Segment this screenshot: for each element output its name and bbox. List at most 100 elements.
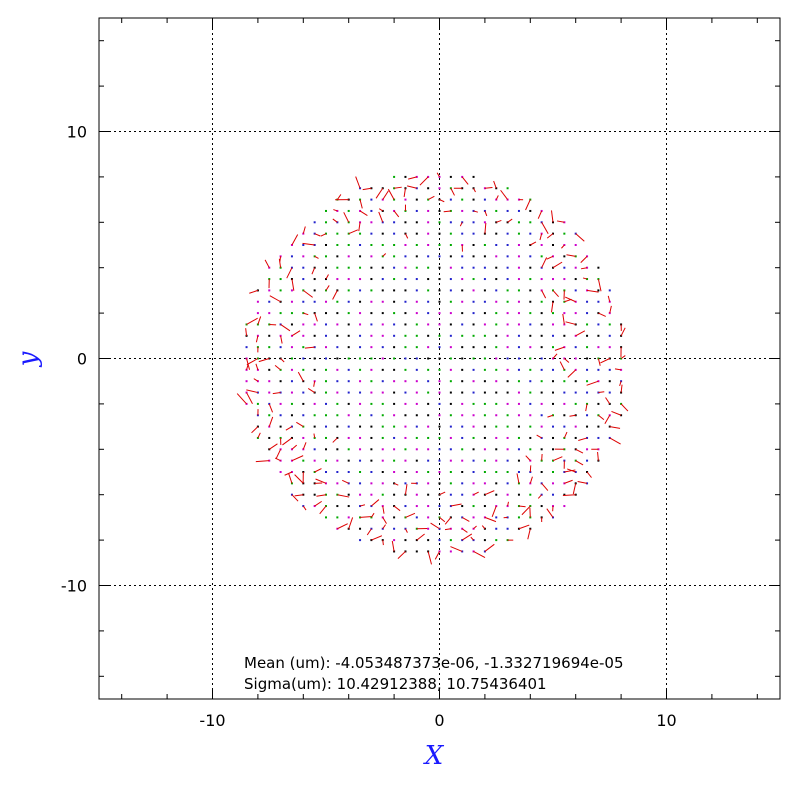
- field-vector: [607, 295, 611, 302]
- field-vector: [246, 389, 259, 394]
- field-marker: [517, 436, 520, 439]
- field-marker: [290, 346, 293, 349]
- field-marker: [495, 459, 498, 462]
- field-marker: [483, 221, 486, 224]
- field-marker: [404, 414, 407, 417]
- field-vector: [382, 190, 389, 200]
- field-marker: [336, 244, 339, 246]
- field-vector: [391, 540, 395, 552]
- field-marker: [574, 244, 577, 246]
- field-marker: [597, 266, 600, 269]
- field-marker: [472, 300, 475, 303]
- field-marker: [381, 368, 384, 371]
- field-marker: [540, 505, 543, 508]
- field-marker: [393, 175, 396, 178]
- field-marker: [461, 232, 464, 235]
- field-marker: [427, 312, 430, 315]
- field-marker: [336, 402, 339, 405]
- field-marker: [302, 368, 305, 371]
- field-vector: [359, 199, 363, 209]
- field-marker: [359, 357, 362, 360]
- field-marker: [495, 312, 498, 315]
- field-marker: [359, 448, 362, 451]
- field-marker: [393, 221, 396, 224]
- field-marker: [370, 232, 373, 235]
- field-marker: [313, 300, 316, 303]
- field-marker: [302, 323, 305, 326]
- field-marker: [393, 402, 396, 405]
- field-marker: [506, 278, 509, 281]
- field-vector: [268, 416, 274, 427]
- field-marker: [393, 232, 396, 235]
- field-marker: [495, 527, 498, 530]
- field-vector: [443, 210, 451, 213]
- field-vector: [284, 471, 293, 476]
- field-marker: [586, 323, 589, 326]
- field-vector: [332, 218, 338, 223]
- field-marker: [359, 436, 362, 439]
- field-marker: [472, 414, 475, 417]
- field-marker: [381, 312, 384, 315]
- field-vector: [518, 505, 526, 508]
- field-vector: [575, 460, 584, 466]
- field-vector: [285, 426, 293, 431]
- field-marker: [347, 209, 350, 212]
- field-vector: [439, 199, 445, 203]
- field-marker: [404, 539, 407, 542]
- field-marker: [495, 493, 498, 496]
- field-marker: [608, 391, 611, 394]
- field-vector: [564, 358, 570, 363]
- field-vector: [537, 210, 543, 219]
- field-marker: [483, 471, 486, 473]
- field-vector: [246, 317, 258, 325]
- field-marker: [381, 323, 384, 326]
- field-marker: [449, 482, 452, 485]
- field-vector: [541, 222, 549, 235]
- field-marker: [370, 323, 373, 326]
- field-marker: [393, 266, 396, 269]
- field-vector: [288, 473, 293, 484]
- field-vector: [387, 188, 395, 200]
- field-vector: [507, 218, 513, 223]
- field-marker: [393, 425, 396, 428]
- field-vector: [577, 481, 588, 484]
- field-marker: [393, 516, 396, 519]
- field-marker: [415, 209, 418, 212]
- field-vector: [529, 476, 533, 484]
- field-marker: [461, 357, 464, 360]
- field-marker: [347, 414, 350, 417]
- field-marker: [597, 300, 600, 303]
- field-marker: [461, 300, 464, 303]
- field-marker: [325, 209, 327, 212]
- field-marker: [438, 391, 441, 394]
- field-marker: [529, 414, 532, 417]
- field-marker: [563, 255, 566, 258]
- field-vector: [314, 312, 318, 322]
- field-marker: [415, 357, 418, 360]
- field-marker: [438, 187, 441, 190]
- field-marker: [302, 391, 305, 394]
- field-marker: [438, 232, 441, 235]
- field-marker: [415, 312, 418, 315]
- field-vector: [546, 508, 554, 518]
- field-marker: [279, 471, 282, 473]
- field-marker: [279, 425, 282, 428]
- field-vector: [541, 483, 549, 491]
- field-vector: [461, 516, 470, 522]
- field-vector: [434, 551, 440, 560]
- field-marker: [415, 380, 418, 383]
- field-marker: [427, 539, 430, 542]
- field-vector: [404, 484, 408, 495]
- field-marker: [404, 323, 407, 326]
- field-marker: [359, 402, 362, 405]
- field-marker: [438, 539, 441, 542]
- field-marker: [495, 414, 498, 417]
- field-marker: [370, 436, 373, 439]
- x-tick-label: 0: [434, 711, 444, 730]
- field-marker: [325, 516, 327, 519]
- field-marker: [336, 357, 339, 360]
- field-vector: [604, 414, 611, 424]
- field-marker: [347, 266, 350, 269]
- field-marker: [415, 550, 418, 553]
- field-marker: [529, 221, 532, 224]
